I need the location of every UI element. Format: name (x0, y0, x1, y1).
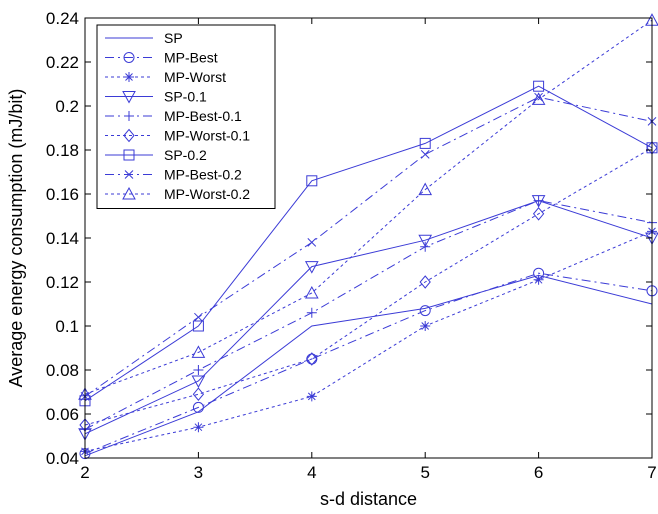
series-line-sp (84, 274, 653, 457)
data-point (418, 182, 433, 196)
data-point (533, 274, 544, 285)
legend-marker (124, 111, 134, 121)
y-tick-label: 0.2 (55, 97, 79, 116)
data-point (534, 92, 543, 102)
data-point (193, 422, 204, 433)
series-line-sp-0-1 (84, 200, 653, 435)
y-tick-label: 0.04 (46, 449, 79, 468)
x-tick-label: 6 (534, 463, 543, 482)
legend-label: MP-Best-0.2 (164, 167, 242, 183)
data-point (193, 365, 204, 375)
legend-label: MP-Best-0.1 (164, 108, 242, 124)
data-point (192, 401, 204, 413)
data-point (306, 307, 317, 318)
series-line-mp-worst (84, 230, 653, 452)
y-tick-label: 0.22 (46, 53, 79, 72)
data-point (420, 241, 431, 252)
y-axis-title: Average energy consumption (mJ/bit) (6, 89, 26, 388)
data-point (420, 321, 431, 331)
y-tick-label: 0.1 (55, 317, 79, 336)
x-tick-label: 2 (80, 463, 89, 482)
data-point (306, 391, 317, 402)
y-tick-label: 0.24 (46, 9, 79, 28)
data-point (194, 312, 203, 322)
data-point (418, 234, 433, 248)
legend-label: MP-Worst-0.1 (164, 128, 250, 144)
data-point (419, 305, 431, 317)
series-line-mp-best-0-2 (84, 96, 653, 397)
y-tick-label: 0.18 (46, 141, 79, 160)
x-tick-label: 7 (647, 463, 656, 482)
legend-marker (123, 52, 135, 63)
data-point (306, 175, 318, 187)
legend: SP MP-Best MP-Worst SP-0.1 MP-Best-0.1 MP-Wor… (96, 24, 276, 209)
y-tick-label: 0.16 (46, 185, 79, 204)
data-point (531, 92, 546, 105)
y-tick-label: 0.08 (46, 361, 79, 380)
data-point (419, 137, 431, 149)
legend-marker (123, 149, 135, 161)
data-point (532, 207, 545, 221)
y-tick-label: 0.14 (46, 229, 79, 248)
series-line-sp-0-2 (84, 85, 653, 402)
series-line-mp-best-0-1 (84, 200, 653, 430)
data-point (420, 150, 430, 159)
data-point (307, 238, 317, 247)
legend-marker (124, 72, 134, 82)
data-point (533, 80, 545, 92)
series-line-mp-worst-0-1 (84, 147, 653, 426)
legend-marker (122, 91, 136, 104)
legend-label: MP-Best (164, 50, 218, 66)
legend-marker (124, 170, 134, 179)
y-tick-label: 0.12 (46, 273, 79, 292)
data-point (533, 195, 544, 206)
series-lines-group (84, 19, 653, 457)
data-point (191, 375, 206, 389)
legend-marker (123, 128, 135, 143)
data-point (192, 320, 204, 332)
x-axis-title: s-d distance (320, 489, 417, 509)
legend-box (96, 24, 276, 209)
legend-label: MP-Worst-0.2 (164, 186, 250, 202)
data-point (192, 387, 205, 401)
series-line-mp-worst-0-2 (84, 19, 653, 395)
legend-label: SP (164, 30, 183, 46)
series-line-mp-best (84, 272, 653, 455)
legend-marker (122, 186, 136, 200)
data-point (306, 352, 318, 366)
x-tick-label: 5 (420, 463, 429, 482)
data-point (191, 345, 206, 358)
data-point (304, 261, 319, 274)
data-point (304, 285, 319, 299)
legend-label: MP-Worst (164, 69, 226, 85)
legend-label: SP-0.1 (164, 89, 207, 105)
x-tick-label: 3 (194, 463, 203, 482)
x-tick-label: 4 (307, 463, 316, 482)
data-point (419, 275, 431, 289)
legend-label: SP-0.2 (164, 147, 207, 163)
axis-ticks-group: 2 3 4 5 6 7 0.04 0.06 0.08 0.1 0.12 0.14 0.16 0.18 0.2… (46, 9, 657, 482)
y-tick-label: 0.06 (46, 405, 79, 424)
